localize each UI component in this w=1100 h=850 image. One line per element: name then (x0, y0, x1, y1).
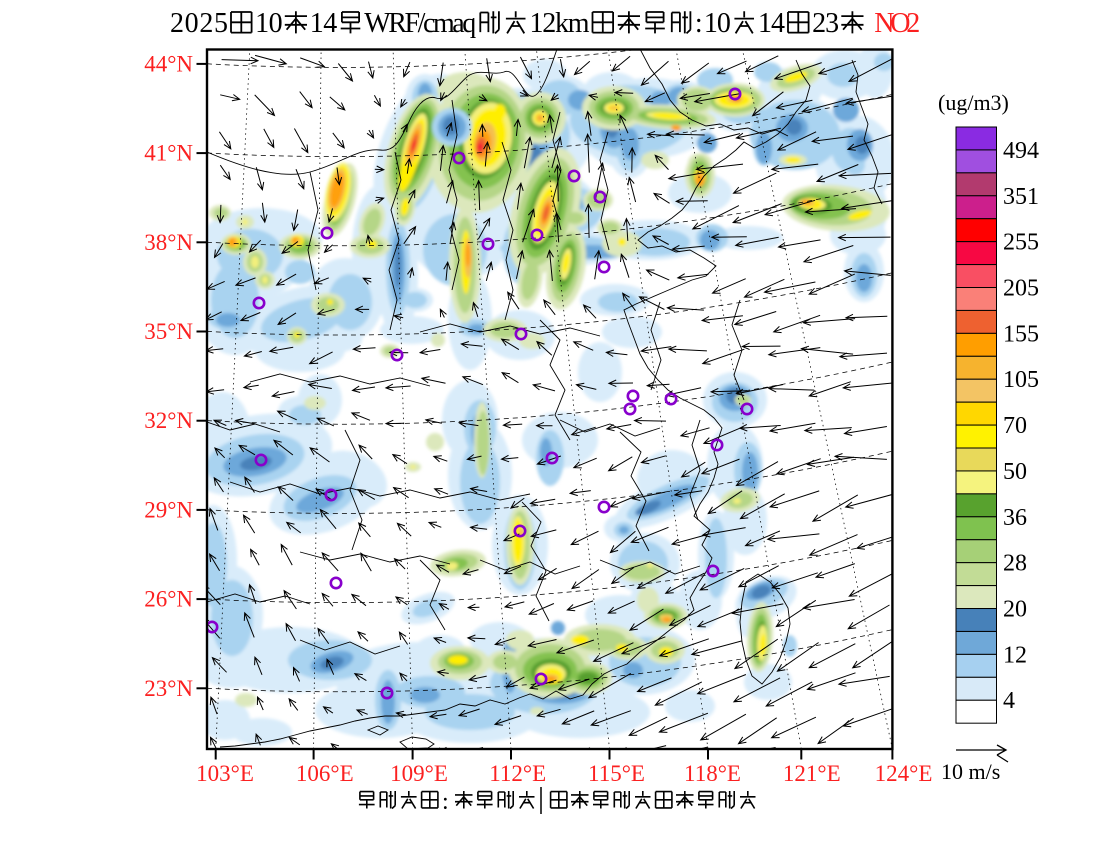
svg-text:10: 10 (255, 8, 283, 39)
svg-text:112°E: 112°E (489, 761, 546, 786)
svg-text:2025: 2025 (170, 8, 228, 39)
svg-text:50: 50 (1003, 459, 1027, 485)
svg-text:41°N: 41°N (144, 141, 193, 166)
svg-text:23: 23 (812, 8, 839, 39)
svg-text:121°E: 121°E (783, 761, 841, 786)
svg-text:115°E: 115°E (588, 761, 645, 786)
svg-text:109°E: 109°E (390, 761, 448, 786)
svg-text:32°N: 32°N (144, 408, 193, 433)
svg-text:35°N: 35°N (144, 319, 193, 344)
svg-text:10: 10 (704, 8, 731, 39)
svg-text:14: 14 (310, 8, 338, 39)
svg-text:155: 155 (1003, 321, 1039, 347)
svg-text::: : (695, 8, 703, 39)
svg-text:4: 4 (1003, 688, 1015, 714)
svg-text:20: 20 (1003, 597, 1027, 623)
svg-text:26°N: 26°N (144, 587, 193, 612)
svg-text:103°E: 103°E (196, 761, 254, 786)
svg-text:12: 12 (1003, 642, 1027, 668)
svg-text:44°N: 44°N (144, 51, 193, 76)
svg-text:NO2: NO2 (874, 8, 920, 39)
svg-text:205: 205 (1003, 276, 1039, 302)
svg-text:106°E: 106°E (296, 761, 354, 786)
svg-text:38°N: 38°N (144, 230, 193, 255)
svg-text:14: 14 (758, 8, 785, 39)
svg-text:36: 36 (1003, 505, 1027, 531)
svg-text:28: 28 (1003, 551, 1027, 577)
svg-text:255: 255 (1003, 230, 1039, 256)
svg-text:70: 70 (1003, 413, 1027, 439)
svg-text:494: 494 (1003, 138, 1039, 164)
svg-text:23°N: 23°N (144, 676, 193, 701)
svg-text::: : (442, 789, 449, 815)
svg-text:WRF/cmaq: WRF/cmaq (364, 8, 476, 39)
svg-text:105: 105 (1003, 367, 1039, 393)
svg-text:29°N: 29°N (144, 497, 193, 522)
svg-text:(ug/m3): (ug/m3) (938, 90, 1009, 115)
svg-text:12km: 12km (530, 8, 590, 39)
svg-text:351: 351 (1003, 184, 1039, 210)
svg-text:10 m/s: 10 m/s (941, 759, 1000, 784)
svg-text:124°E: 124°E (875, 761, 933, 786)
svg-text:118°E: 118°E (684, 761, 741, 786)
